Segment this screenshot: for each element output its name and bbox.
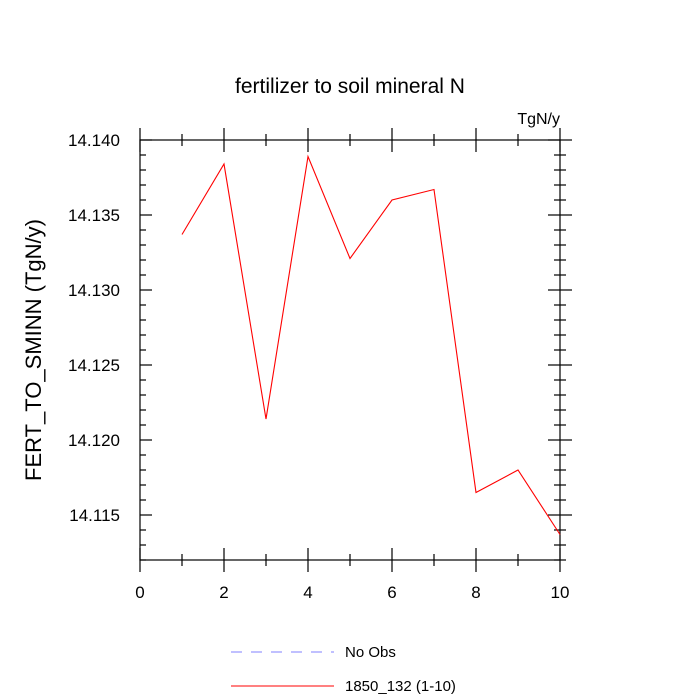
y-tick-label: 14.130: [68, 281, 120, 300]
y-tick-label: 14.140: [68, 131, 120, 150]
legend-label: 1850_132 (1-10): [345, 678, 456, 695]
units-label: TgN/y: [517, 111, 560, 128]
axis-ticks: [139, 128, 572, 572]
axis-tick-labels: 0 2 4 6 8 10 14.115 14.120 14.125 14.130 14.135 14.…: [68, 131, 569, 602]
series-group: [181, 154, 561, 535]
x-tick-label: 4: [303, 583, 312, 602]
y-tick-label: 14.120: [68, 431, 120, 450]
y-axis-label: FERT_TO_SMINN (TgN/y): [21, 219, 46, 481]
x-tick-label: 8: [471, 583, 480, 602]
series-line: [181, 154, 561, 535]
y-tick-label: 14.115: [69, 506, 120, 525]
x-tick-label: 6: [387, 583, 396, 602]
x-tick-label: 2: [219, 583, 228, 602]
legend: No Obs 1850_132 (1-10): [231, 644, 456, 695]
x-tick-label: 10: [551, 583, 570, 602]
y-tick-label: 14.125: [68, 356, 120, 375]
plot-frame: [139, 139, 561, 561]
x-tick-label: 0: [135, 583, 144, 602]
legend-label: No Obs: [345, 644, 396, 661]
y-tick-label: 14.135: [68, 206, 120, 225]
chart-title: fertilizer to soil mineral N: [235, 75, 465, 98]
